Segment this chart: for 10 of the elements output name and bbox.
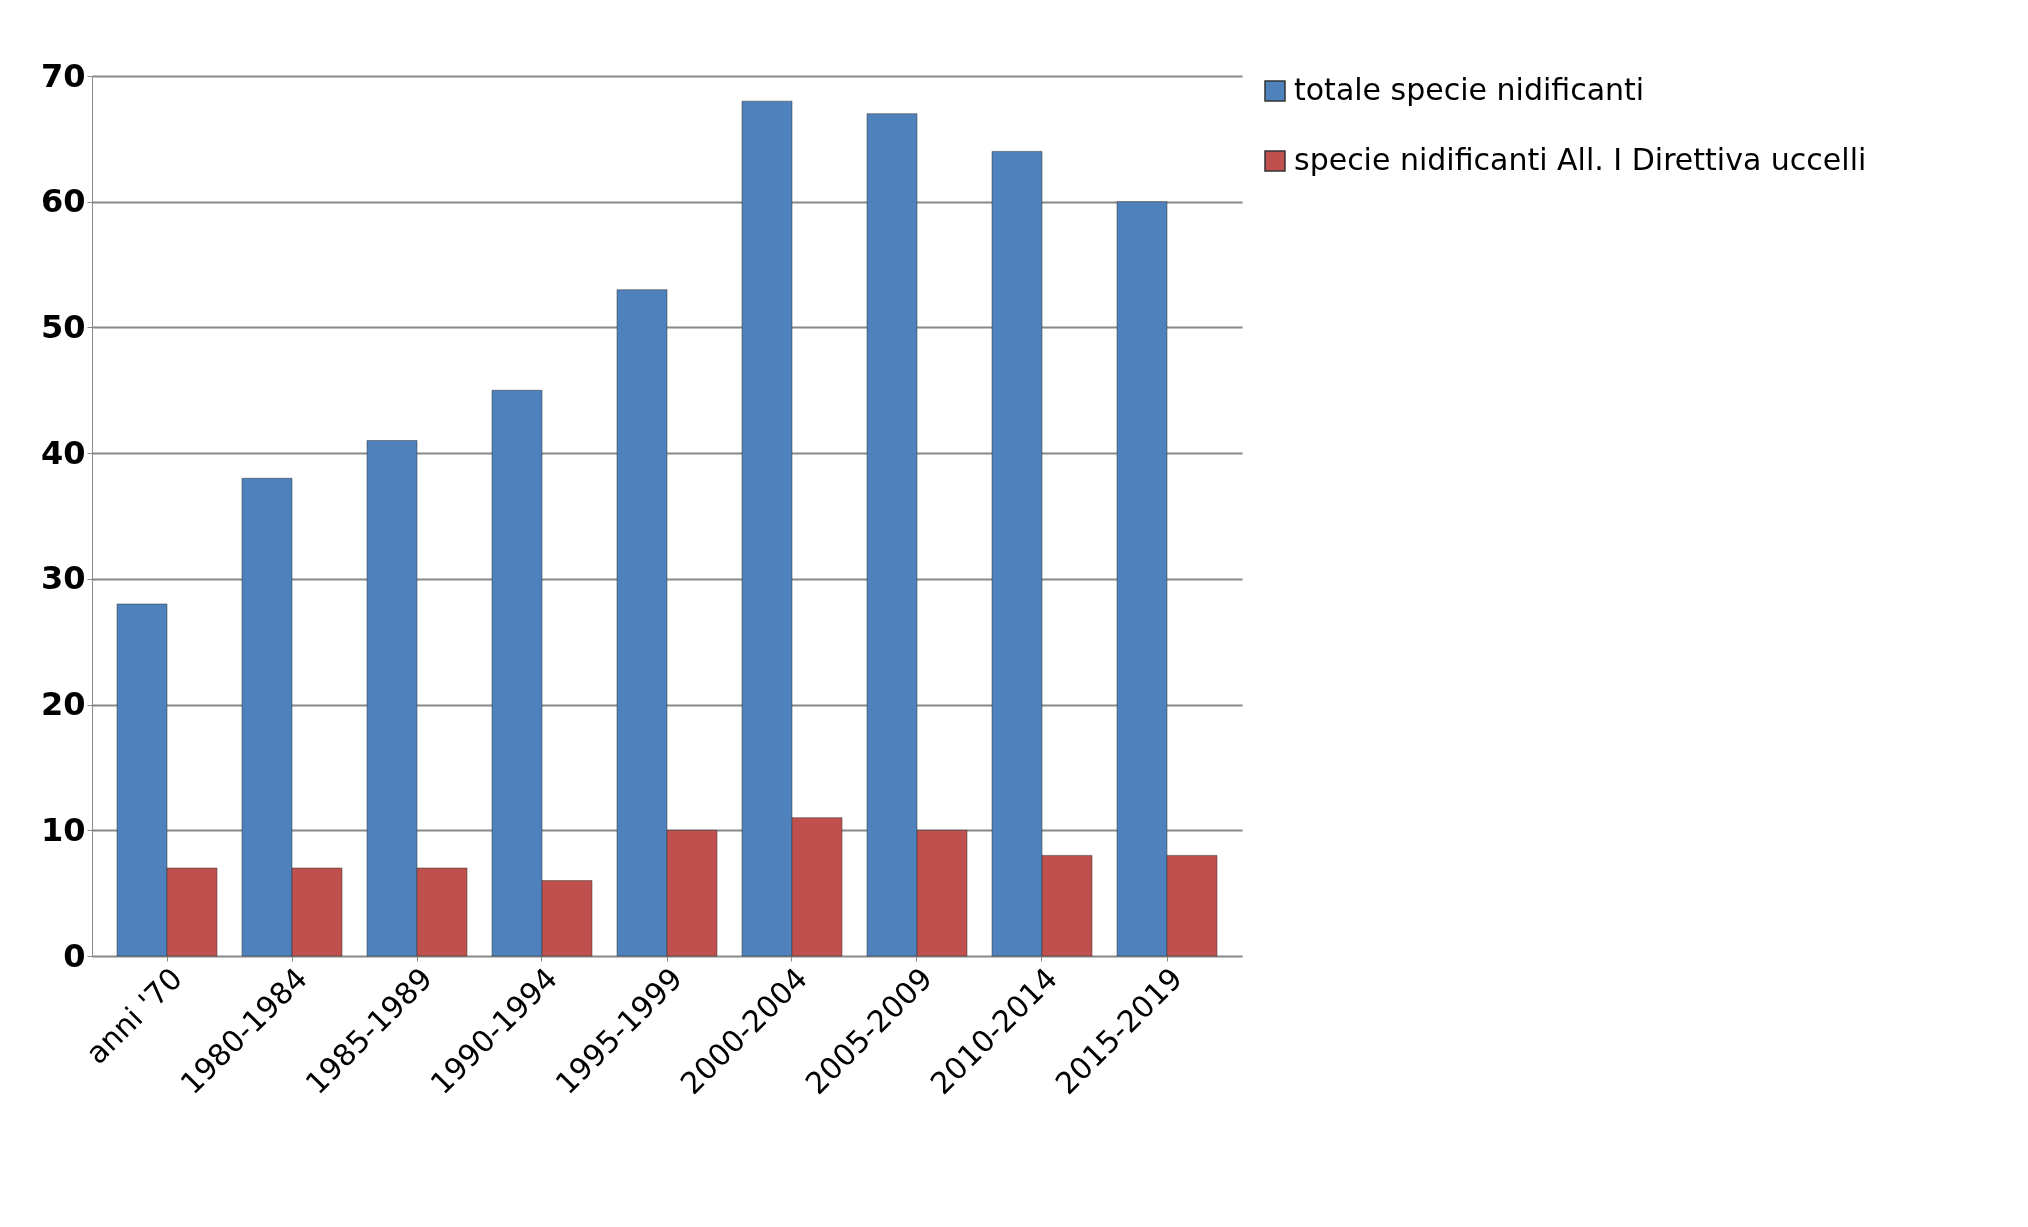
y-tick-label: 40 bbox=[40, 433, 86, 472]
legend-label: specie nidificanti All. I Direttiva uccelli bbox=[1294, 142, 1867, 177]
y-tick-label: 50 bbox=[40, 307, 86, 346]
y-tick-label: 0 bbox=[63, 936, 86, 975]
y-tick-label: 20 bbox=[40, 685, 86, 724]
y-tick-label: 60 bbox=[40, 182, 86, 221]
y-tick-label: 70 bbox=[40, 56, 86, 95]
y-tick-label: 30 bbox=[40, 559, 86, 598]
y-tick-label: 10 bbox=[40, 810, 86, 849]
legend-label: totale specie nidificanti bbox=[1294, 72, 1645, 107]
